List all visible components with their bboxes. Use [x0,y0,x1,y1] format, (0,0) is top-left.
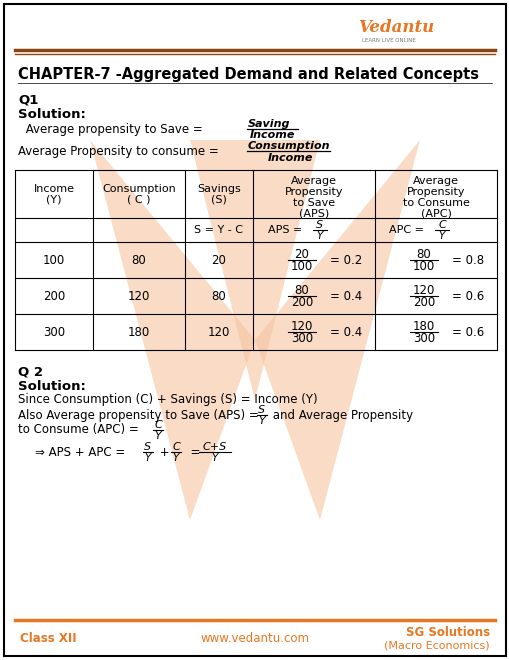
Text: 100: 100 [412,261,434,273]
Text: 20: 20 [211,253,226,267]
Text: Propensity: Propensity [284,187,343,197]
Text: (APS): (APS) [298,209,328,219]
Text: 200: 200 [290,296,313,310]
Text: to Save: to Save [292,198,334,208]
Text: Consumption: Consumption [247,141,330,151]
Text: 80: 80 [294,284,309,296]
Text: Consumption: Consumption [102,184,176,194]
Text: 200: 200 [43,290,65,302]
Text: Income: Income [34,184,74,194]
Text: Y: Y [145,453,151,463]
Polygon shape [90,140,254,520]
Text: ( C ): ( C ) [127,195,151,205]
Text: Saving: Saving [247,119,290,129]
Text: = 0.8: = 0.8 [451,253,483,267]
Text: to Consume: to Consume [402,198,468,208]
Polygon shape [254,140,419,520]
Text: Average Propensity to consume =: Average Propensity to consume = [18,145,222,158]
Text: C+S: C+S [203,442,227,452]
Text: Income: Income [249,130,295,140]
Text: 120: 120 [207,325,230,339]
Text: 200: 200 [412,296,434,310]
Text: S: S [144,442,151,452]
Text: = 0.6: = 0.6 [451,325,484,339]
Text: 80: 80 [131,253,146,267]
Text: LEARN LIVE ONLINE: LEARN LIVE ONLINE [361,38,415,42]
Text: Y: Y [154,431,161,441]
Text: 120: 120 [128,290,150,302]
Text: and Average Propensity: and Average Propensity [268,409,412,422]
Text: Propensity: Propensity [406,187,464,197]
Text: = 0.6: = 0.6 [451,290,484,302]
Text: ⇒ APS + APC =: ⇒ APS + APC = [35,446,129,459]
Text: Savings: Savings [197,184,240,194]
FancyBboxPatch shape [4,4,505,656]
Polygon shape [190,140,319,400]
Text: Class XII: Class XII [20,632,76,645]
Text: 300: 300 [412,333,434,345]
Text: SG Solutions: SG Solutions [405,626,489,640]
Text: (APC): (APC) [420,209,450,219]
Text: 80: 80 [211,290,226,302]
Text: APS =: APS = [268,225,305,235]
Text: Average propensity to Save =: Average propensity to Save = [22,123,206,137]
Text: to Consume (APC) =: to Consume (APC) = [18,424,142,436]
Text: Since Consumption (C) + Savings (S) = Income (Y): Since Consumption (C) + Savings (S) = In… [18,393,317,407]
Text: Average: Average [291,176,336,186]
Text: 120: 120 [412,284,434,296]
Text: Solution:: Solution: [18,379,86,393]
Text: Q1: Q1 [18,94,38,106]
Text: Income: Income [267,153,313,163]
Text: APC =: APC = [389,225,427,235]
Text: C: C [437,220,445,230]
Text: =: = [183,446,204,459]
Text: = 0.4: = 0.4 [329,290,361,302]
Text: C: C [154,420,161,430]
Text: (Macro Economics): (Macro Economics) [384,640,489,650]
Text: Y: Y [438,231,444,241]
Text: Solution:: Solution: [18,108,86,121]
Text: = 0.2: = 0.2 [329,253,361,267]
Text: Y: Y [173,453,179,463]
Text: = 0.4: = 0.4 [329,325,361,339]
Text: 100: 100 [43,253,65,267]
Text: 100: 100 [290,261,313,273]
Text: www.vedantu.com: www.vedantu.com [200,632,309,645]
Text: Q 2: Q 2 [18,366,43,378]
Text: Vedantu: Vedantu [357,20,433,36]
Text: 300: 300 [290,333,313,345]
Text: Y: Y [258,416,265,426]
Text: 20: 20 [294,248,309,261]
Text: 120: 120 [290,319,313,333]
Text: C: C [172,442,180,452]
Text: 180: 180 [412,319,434,333]
Text: CHAPTER-7 -Aggregated Demand and Related Concepts: CHAPTER-7 -Aggregated Demand and Related… [18,67,478,82]
Text: 300: 300 [43,325,65,339]
Text: Y: Y [316,231,323,241]
Text: S: S [258,405,265,415]
Text: Also Average propensity to Save (APS) =: Also Average propensity to Save (APS) = [18,409,262,422]
Text: S = Y - C: S = Y - C [194,225,243,235]
Text: (Y): (Y) [46,195,62,205]
Text: (S): (S) [211,195,227,205]
Text: Y: Y [211,453,218,463]
Text: +: + [156,446,173,459]
Text: 80: 80 [416,248,431,261]
Text: Average: Average [412,176,458,186]
Text: S: S [316,220,323,230]
Text: 180: 180 [128,325,150,339]
